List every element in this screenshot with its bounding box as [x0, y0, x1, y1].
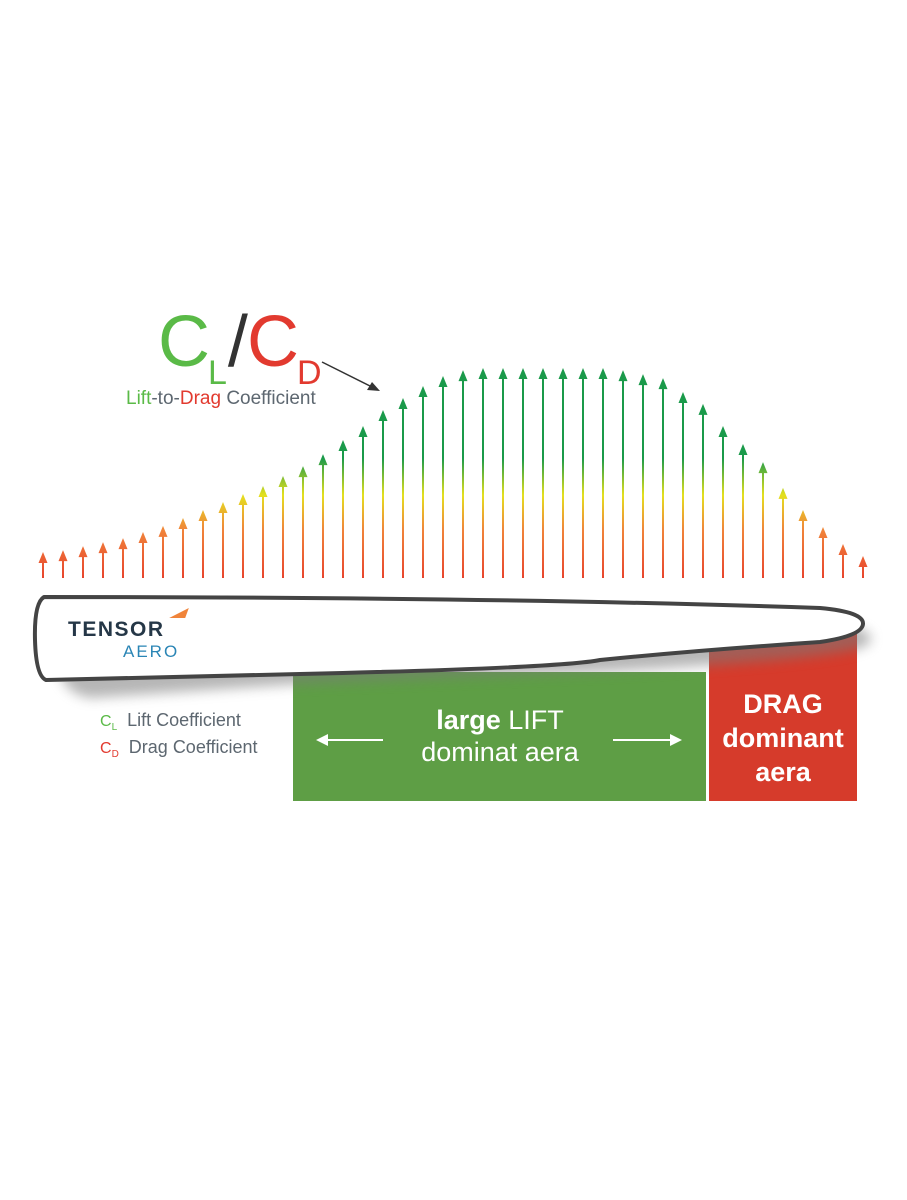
double-arrow-right — [613, 734, 682, 746]
vector-arrow — [278, 475, 288, 578]
vector-arrow — [98, 542, 108, 578]
vector-arrow — [658, 378, 668, 578]
tensor-aero-logo: TENSOR AERO — [68, 608, 198, 661]
drag-zone-label: DRAG dominant aera — [722, 689, 844, 787]
logo-bottom-text: AERO — [123, 642, 180, 661]
vector-arrow — [478, 368, 488, 578]
title-block: CL/CD Lift-to-Drag Coefficient — [120, 306, 440, 416]
vector-arrow — [118, 538, 128, 578]
lift-vector-arrows — [38, 368, 868, 578]
vector-arrow — [438, 375, 448, 578]
vector-arrow — [218, 501, 228, 578]
legend-item-drag: CD Drag Coefficient — [100, 737, 258, 761]
vector-arrow — [578, 368, 588, 578]
vector-arrow — [718, 425, 728, 578]
vector-arrow — [838, 543, 848, 578]
vector-arrow — [598, 368, 608, 578]
vector-arrow — [378, 410, 388, 578]
vector-arrow — [198, 509, 208, 578]
vector-arrow — [638, 374, 648, 578]
lift-zone-label: large LIFT dominat aera — [421, 705, 579, 767]
vector-arrow — [298, 466, 308, 578]
vector-arrow — [778, 487, 788, 578]
vector-arrow — [798, 509, 808, 578]
vector-arrow — [458, 370, 468, 578]
vector-arrow — [618, 370, 628, 578]
vector-arrow — [238, 494, 248, 578]
vector-arrow — [318, 454, 328, 578]
vector-arrow — [698, 403, 708, 578]
vector-arrow — [498, 368, 508, 578]
lift-zone-box — [293, 672, 706, 801]
ratio-subtitle: Lift-to-Drag Coefficient — [126, 388, 316, 409]
logo-top-text: TENSOR — [68, 618, 165, 641]
vector-arrow — [338, 440, 348, 578]
legend-item-lift: CL Lift Coefficient — [100, 710, 241, 734]
vector-arrow — [258, 486, 268, 578]
vector-arrow — [538, 368, 548, 578]
lift-to-drag-ratio-symbol: CL/CD — [158, 302, 322, 392]
vector-arrow — [138, 532, 148, 578]
airfoil-outline — [32, 595, 865, 682]
vector-arrow — [58, 550, 68, 578]
vector-arrow — [78, 546, 88, 578]
vector-arrow — [518, 368, 528, 578]
vector-arrow — [398, 398, 408, 578]
vector-arrow — [558, 368, 568, 578]
double-arrow-left — [316, 734, 383, 746]
logo-wing-mark — [169, 608, 189, 618]
vector-arrow — [738, 444, 748, 578]
vector-arrow — [178, 517, 188, 578]
legend: CL Lift Coefficient CD Drag Coefficient — [100, 710, 258, 764]
vector-arrow — [418, 386, 428, 578]
vector-arrow — [358, 425, 368, 578]
vector-arrow — [858, 555, 868, 578]
vector-arrow — [818, 526, 828, 578]
title-pointer-arrow — [321, 361, 380, 391]
vector-arrow — [678, 391, 688, 578]
vector-arrow — [158, 525, 168, 578]
vector-arrow — [38, 551, 48, 578]
vector-arrow — [758, 462, 768, 578]
